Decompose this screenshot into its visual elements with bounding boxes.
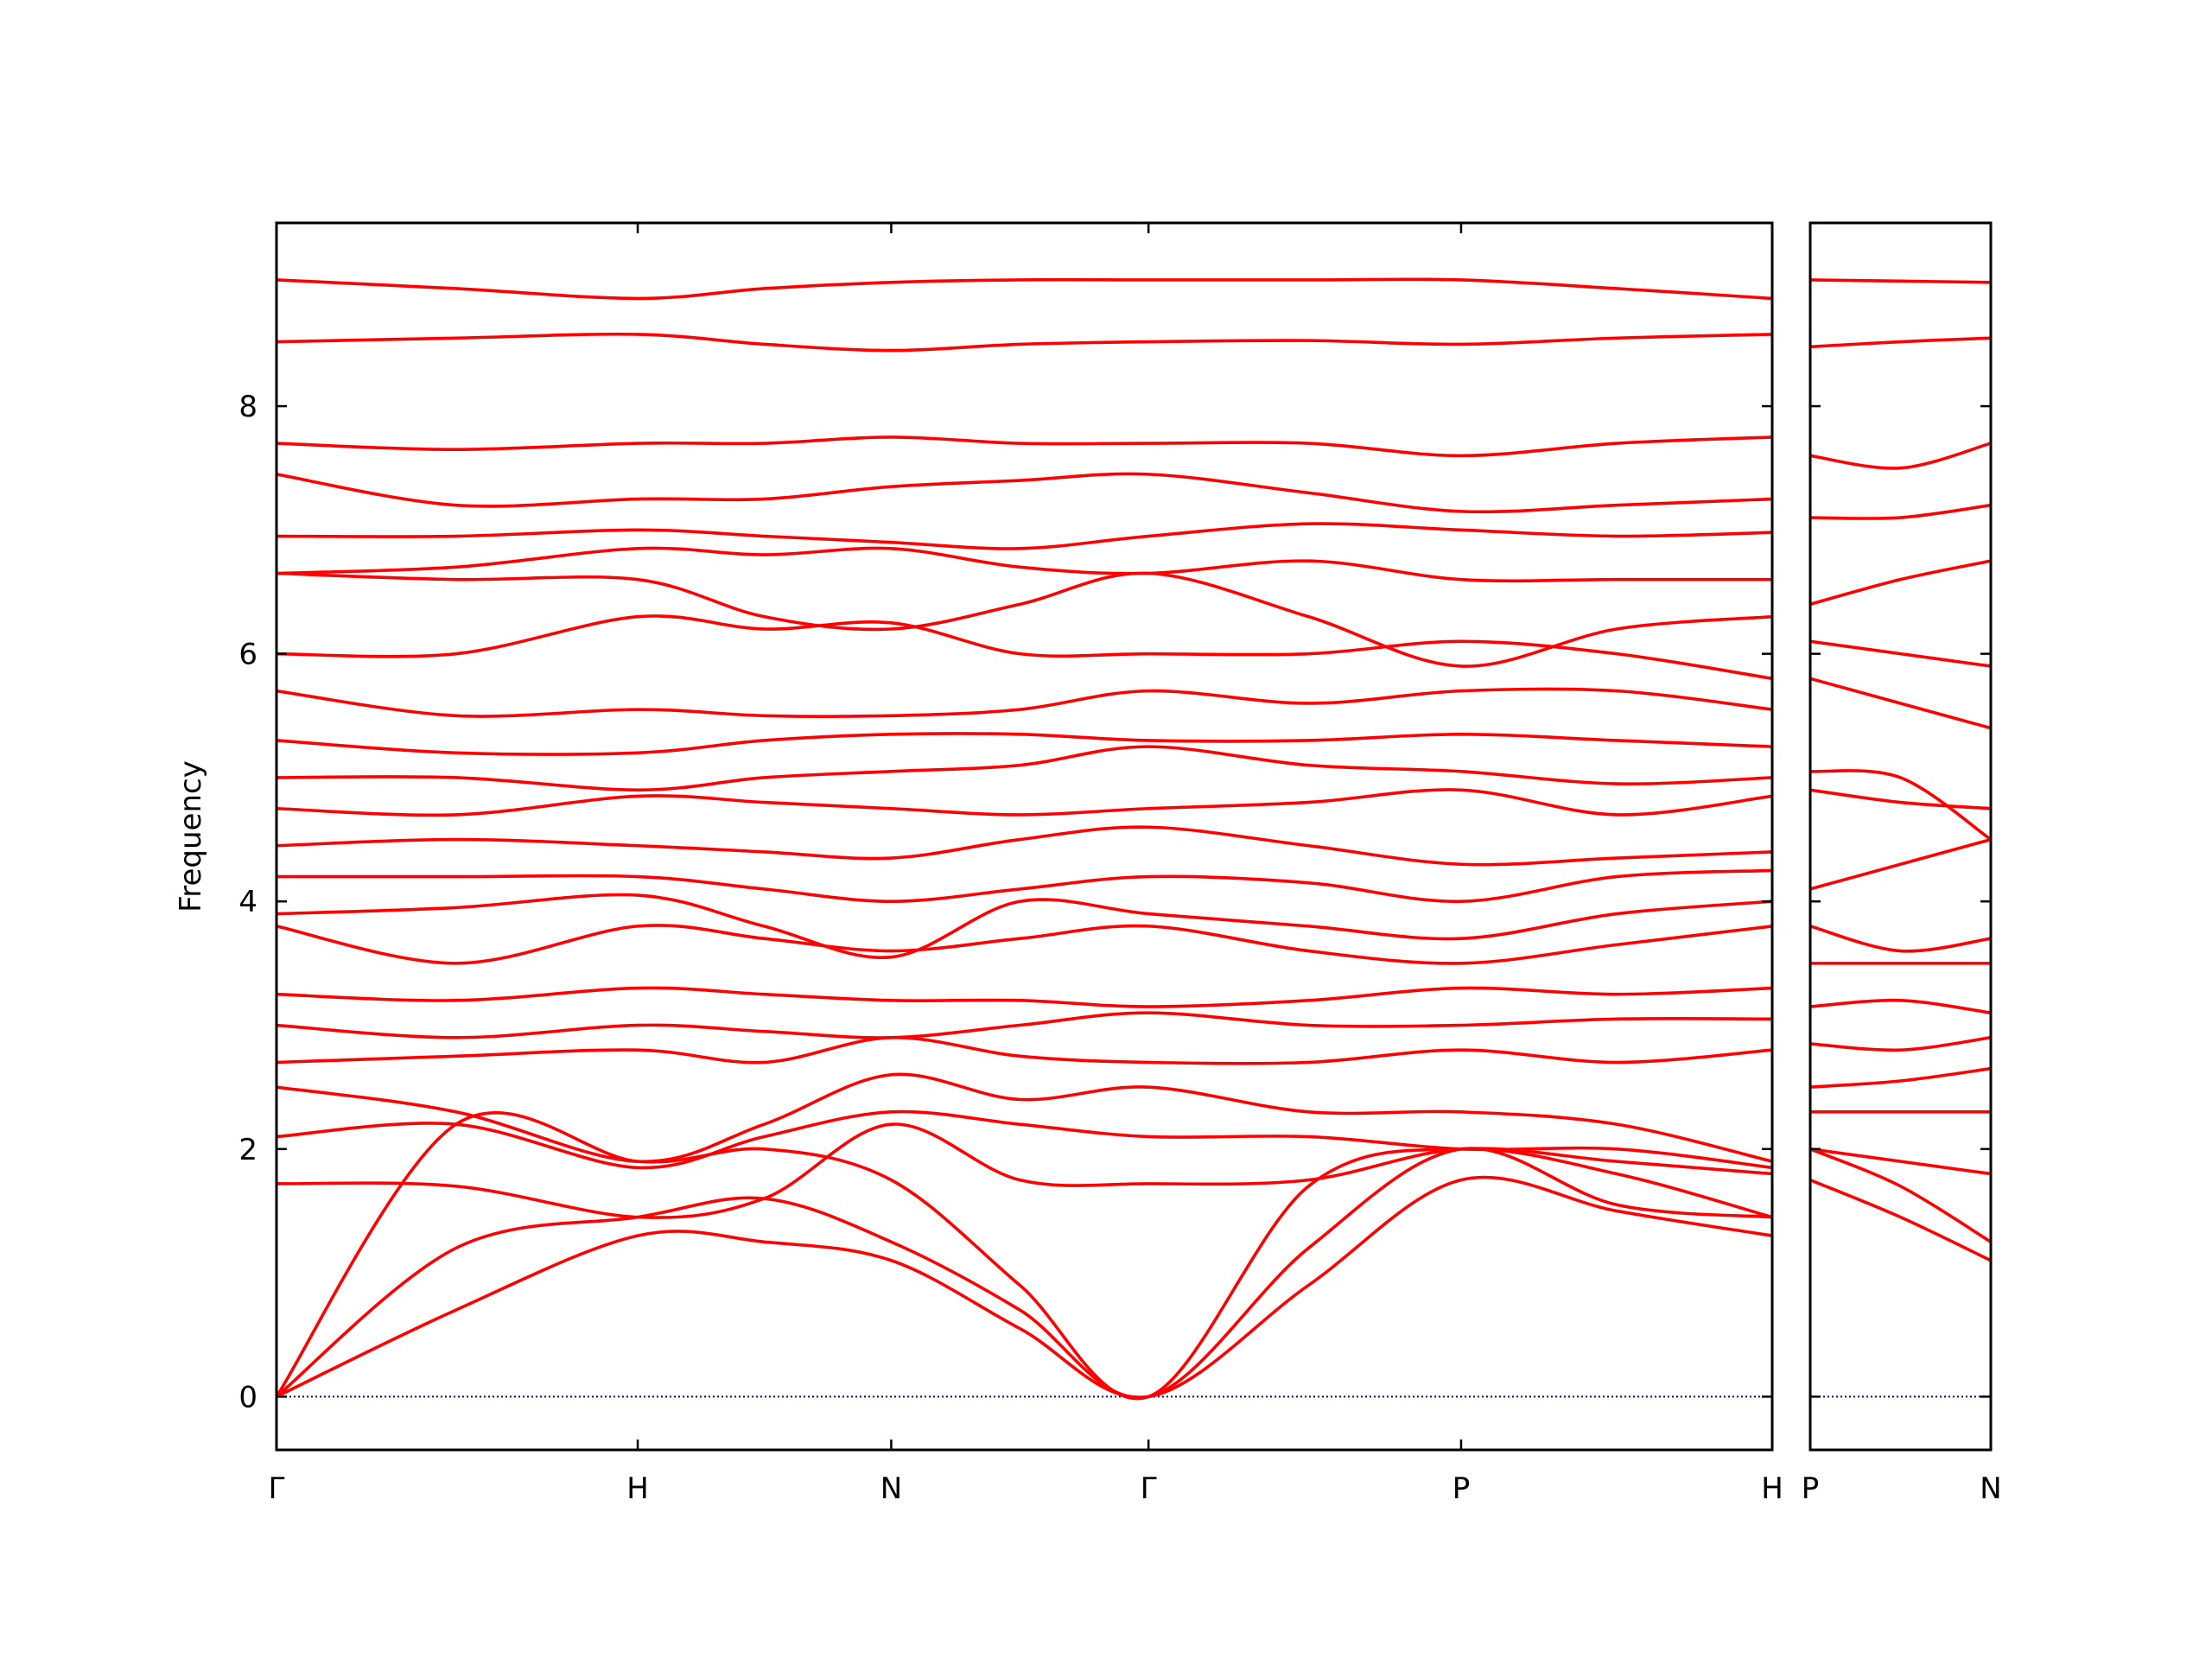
band-line [1810, 1178, 1991, 1262]
band-line [276, 788, 1772, 817]
band-line [276, 472, 1772, 514]
x-tick-label: N [1980, 1471, 2001, 1506]
band-line [276, 435, 1772, 458]
plot-area [1810, 278, 1991, 1398]
band-line [1810, 769, 1991, 842]
plot-area [276, 277, 1772, 1401]
band-line [1810, 998, 1991, 1014]
band-line [276, 868, 1772, 904]
band-line [276, 277, 1772, 301]
band-line [276, 571, 1772, 668]
band-line [1810, 559, 1991, 607]
y-tick-label: 4 [238, 885, 257, 919]
band-line [1810, 837, 1991, 891]
band-line [1810, 1066, 1991, 1089]
axes-frame [275, 221, 1774, 1452]
band-line [1810, 1036, 1991, 1052]
band-line [1810, 336, 1991, 349]
band-line [276, 1072, 1772, 1163]
band-line [276, 546, 1772, 583]
band-line [276, 1011, 1772, 1039]
band-line [276, 1036, 1772, 1065]
y-tick-label: 8 [238, 390, 257, 424]
band-line [1810, 1147, 1991, 1176]
band-line [276, 732, 1772, 756]
band-line [276, 332, 1772, 353]
band-line [276, 1147, 1772, 1400]
x-tick-label: N [880, 1471, 902, 1506]
x-tick-label: P [1802, 1471, 1820, 1506]
band-line [276, 745, 1772, 792]
band-line [276, 522, 1772, 550]
y-axis-label: Frequency [174, 760, 208, 912]
axes-frame [1808, 221, 1993, 1452]
y-tick-label: 2 [238, 1133, 257, 1167]
y-tick-label: 6 [238, 638, 257, 672]
band-line [276, 687, 1772, 718]
band-line [1810, 278, 1991, 284]
band-line [276, 614, 1772, 681]
band-line [276, 1109, 1772, 1170]
x-tick-label: H [626, 1471, 649, 1506]
band-line [276, 1122, 1772, 1219]
band-line [276, 1111, 1772, 1401]
x-tick-label: P [1452, 1471, 1471, 1506]
band-line [276, 1175, 1772, 1399]
band-line [276, 825, 1772, 867]
y-tick-label: 0 [238, 1380, 257, 1414]
x-tick-label: H [1761, 1471, 1783, 1506]
band-line [1810, 442, 1991, 470]
x-tick-label: Γ [269, 1471, 285, 1506]
band-line [1810, 925, 1991, 953]
band-line [1810, 1147, 1991, 1243]
band-line [1810, 677, 1991, 730]
band-line [1810, 788, 1991, 810]
band-line [276, 924, 1772, 965]
band-line [1810, 503, 1991, 520]
band-line [276, 986, 1772, 1008]
band-line [276, 893, 1772, 960]
x-tick-label: Γ [1141, 1471, 1157, 1506]
band-line [1810, 639, 1991, 668]
